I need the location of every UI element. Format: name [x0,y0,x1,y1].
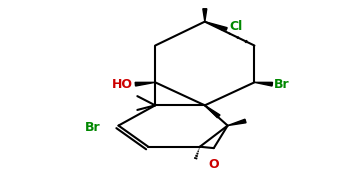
Polygon shape [203,9,207,22]
Polygon shape [205,22,227,30]
Text: Br: Br [85,121,101,134]
Polygon shape [228,119,246,126]
Polygon shape [254,82,273,86]
Polygon shape [205,105,220,118]
Text: O: O [208,158,219,171]
Text: Cl: Cl [230,20,243,33]
Polygon shape [135,82,155,86]
Text: Br: Br [274,78,290,91]
Text: HO: HO [113,78,133,91]
